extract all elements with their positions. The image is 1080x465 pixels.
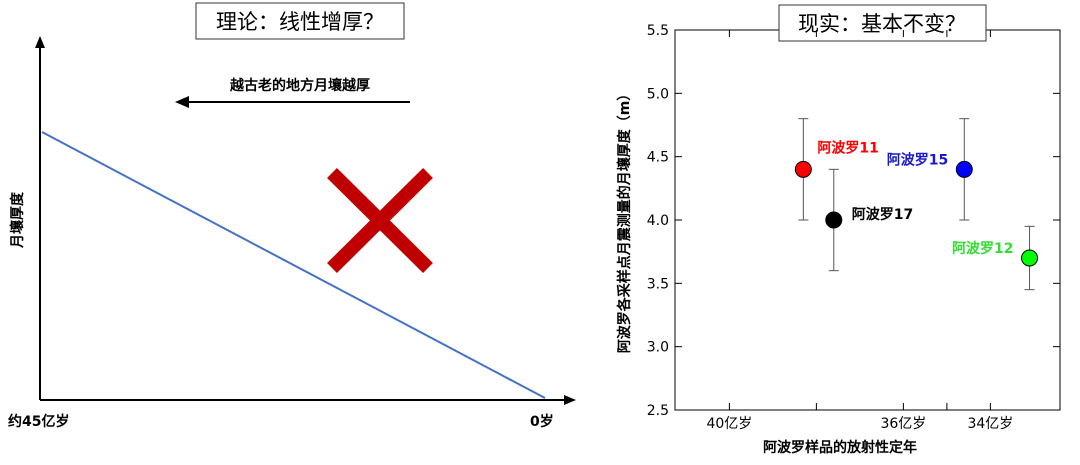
theory-y-label: 月壤厚度 <box>9 191 26 249</box>
x-tick-label: 40亿岁 <box>706 416 752 432</box>
x-tick-label: 36亿岁 <box>880 416 926 432</box>
theory-y-axis-arrow <box>35 36 45 48</box>
y-tick-label: 5.0 <box>647 86 669 102</box>
red-x-cross-icon <box>327 168 433 273</box>
theory-chart: 理论：线性增厚？ 月壤厚度 约45亿岁 0岁 越古老的地方月壤越厚 <box>8 2 576 430</box>
theory-x-tick-label-old: 约45亿岁 <box>8 413 69 430</box>
data-point <box>1021 249 1039 267</box>
theory-linear-thickening-line <box>41 131 546 399</box>
reality-y-ticks: 2.5 3.0 3.5 4.0 4.5 5.0 5.5 <box>647 23 1060 419</box>
point-label: 阿波罗12 <box>952 240 1013 257</box>
point-label: 阿波罗15 <box>887 151 948 168</box>
x-tick-label: 34亿岁 <box>967 416 1013 432</box>
point-label: 阿波罗17 <box>852 206 913 223</box>
reality-y-label: 阿波罗各采样点月震测量的月壤厚度（m） <box>616 87 633 354</box>
y-tick-label: 3.5 <box>647 276 669 292</box>
theory-x-axis-arrow <box>564 395 576 405</box>
data-point <box>955 160 973 178</box>
reality-x-label: 阿波罗样品的放射性定年 <box>763 439 917 456</box>
data-point <box>825 211 843 229</box>
y-tick-label: 4.5 <box>647 150 669 166</box>
reality-title: 现实：基本不变？ <box>798 12 966 36</box>
y-tick-label: 3.0 <box>647 340 669 356</box>
y-tick-label: 4.0 <box>647 213 669 229</box>
theory-title: 理论：线性增厚？ <box>216 10 384 34</box>
theory-title-box <box>195 2 405 40</box>
theory-left-arrow-head <box>175 96 189 108</box>
reality-x-ticks: 40亿岁 36亿岁 34亿岁 <box>706 30 1013 432</box>
data-point <box>794 160 812 178</box>
reality-data-points: 阿波罗11 阿波罗17 阿波罗15 阿波罗12 <box>794 118 1039 291</box>
reality-title-box <box>778 4 987 42</box>
theory-arrow-annotation: 越古老的地方月壤越厚 <box>229 77 370 94</box>
y-tick-label: 5.5 <box>647 23 669 39</box>
y-tick-label: 2.5 <box>647 403 669 419</box>
point-label: 阿波罗11 <box>817 139 878 156</box>
reality-chart: 现实：基本不变？ 2.5 3.0 3.5 4.0 4.5 5.0 5.5 40亿岁 36亿岁 3… <box>616 4 1061 456</box>
theory-x-tick-label-young: 0岁 <box>530 413 554 430</box>
